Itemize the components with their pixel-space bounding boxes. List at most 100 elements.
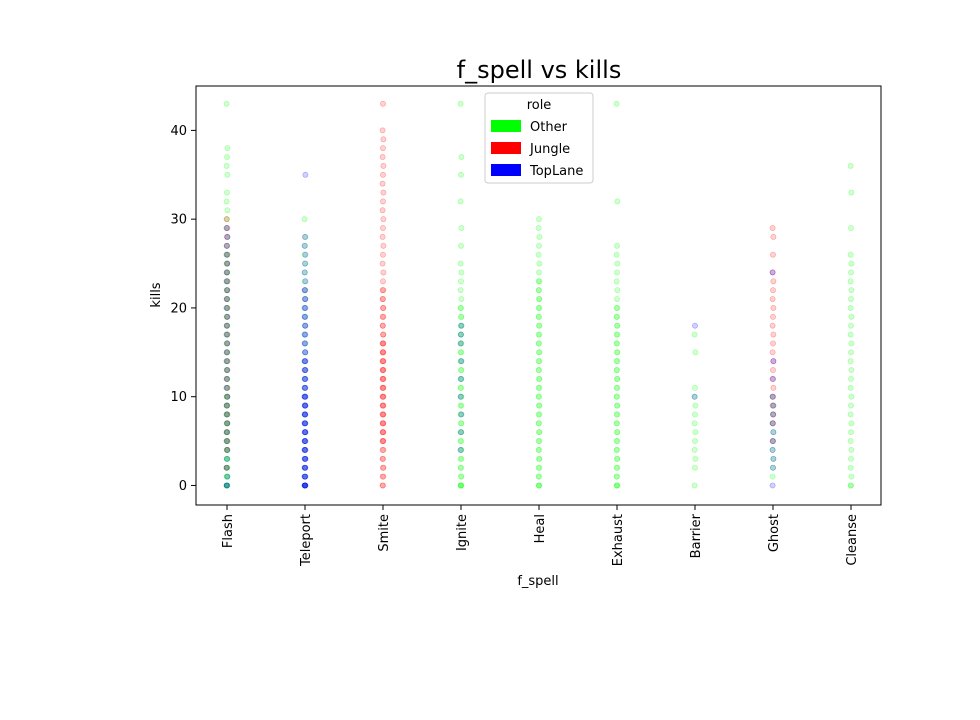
data-point [614,473,620,480]
data-point [770,278,777,285]
data-point [302,447,309,453]
data-point [302,429,308,436]
data-point [458,482,464,489]
data-point [848,429,854,436]
data-point [614,376,621,382]
data-point [770,305,777,311]
data-point [301,402,308,409]
data-point [302,331,309,338]
data-point [691,447,698,453]
data-point [223,429,230,436]
data-point [458,367,465,373]
data-point [457,376,464,382]
data-point [769,393,776,400]
data-point [224,287,230,294]
data-point [301,447,308,453]
data-point [302,367,308,373]
data-point [223,100,230,107]
data-point [224,455,230,462]
data-point [301,269,308,276]
data-point [224,384,231,391]
data-point [302,438,308,444]
data-point [223,464,230,471]
data-point [536,296,542,302]
data-point [224,349,230,356]
data-point [380,420,387,427]
data-point [223,464,230,471]
data-point [380,136,387,143]
data-point [380,358,387,365]
data-point [223,278,230,285]
data-point [302,482,308,489]
data-point [302,296,309,302]
data-point [379,180,386,187]
data-point [535,225,542,231]
data-point [457,100,464,107]
data-point [302,260,308,267]
data-point [302,473,309,480]
data-point [613,358,620,365]
data-point [302,473,308,480]
data-point [224,340,231,347]
data-point [380,447,387,453]
data-point [847,438,854,444]
data-point [847,358,854,365]
data-point [301,438,308,444]
data-point [302,402,309,409]
data-point [458,367,464,373]
data-point [302,482,309,489]
data-point [614,367,620,373]
data-point [770,358,777,365]
data-point [302,376,309,382]
data-point [379,207,386,214]
data-point [302,376,308,382]
data-point [847,278,854,285]
data-point [536,358,543,365]
data-point [302,349,308,356]
data-point [535,340,542,347]
data-point [224,393,231,400]
data-point [224,331,231,338]
data-point [302,313,308,320]
data-point [614,349,621,356]
data-point [224,296,231,302]
data-point [458,482,465,489]
data-point [458,340,465,347]
data-point [458,296,465,302]
data-point [457,287,464,294]
data-point [379,393,386,400]
data-point [613,313,620,320]
data-point [302,358,308,365]
data-point [458,411,465,418]
data-point [224,234,231,240]
data-point [223,367,230,373]
data-point [770,376,776,382]
data-point [380,145,386,152]
data-point [302,367,309,373]
data-point [224,313,231,320]
data-point [224,464,231,471]
data-point [536,278,543,285]
data-point [458,438,464,444]
data-point [302,393,309,400]
data-point [536,376,543,382]
data-point [458,269,465,276]
data-point [536,411,543,418]
x-tick-label: Exhaust [611,514,626,566]
data-point [224,447,230,453]
data-point [223,411,230,418]
data-point [224,234,230,240]
data-point [380,384,386,391]
data-point [224,438,231,444]
data-point [223,225,230,231]
data-point [379,127,386,134]
data-point [614,384,621,391]
data-point [535,287,542,294]
data-point [302,393,309,400]
data-point [458,420,465,427]
data-point [223,482,230,489]
data-point [224,207,231,214]
data-point [458,322,465,329]
data-point [223,429,230,436]
data-point [379,429,386,436]
